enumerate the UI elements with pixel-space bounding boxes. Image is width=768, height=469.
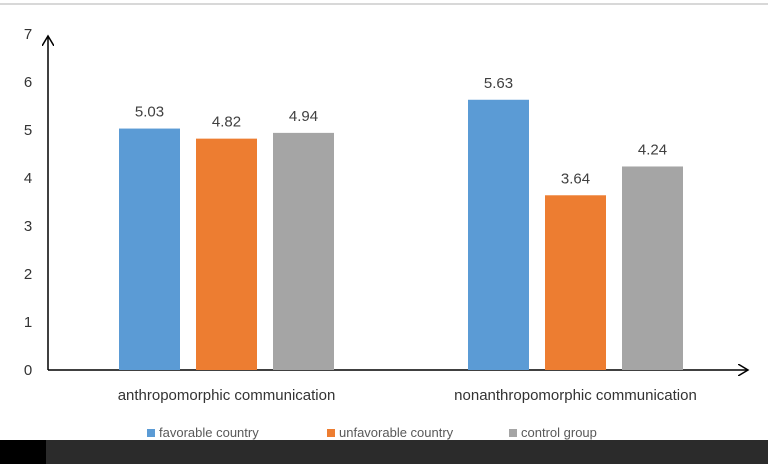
y-tick-label: 3	[24, 218, 32, 235]
bar	[273, 133, 334, 370]
legend: favorable country unfavorable country cont…	[147, 425, 597, 440]
bar	[196, 139, 257, 370]
bars	[119, 100, 683, 370]
bottom-dark-bar	[0, 440, 768, 464]
bar	[545, 195, 606, 370]
y-tick-label: 0	[24, 362, 32, 379]
bar	[119, 129, 180, 370]
y-tick-label: 1	[24, 314, 32, 331]
bottom-right-block	[46, 440, 768, 464]
legend-label: favorable country	[159, 425, 259, 440]
data-label: 4.82	[212, 114, 241, 131]
bottom-left-block	[0, 440, 46, 464]
y-tick-label: 6	[24, 74, 32, 91]
x-axis-category-labels: anthropomorphic communication nonanthropo…	[118, 387, 697, 404]
legend-swatch	[147, 429, 155, 437]
bar	[622, 166, 683, 370]
data-label: 4.24	[638, 141, 667, 158]
y-tick-label: 4	[24, 170, 32, 187]
y-tick-label: 2	[24, 266, 32, 283]
legend-label: unfavorable country	[339, 425, 454, 440]
y-tick-label: 5	[24, 122, 32, 139]
data-label: 3.64	[561, 170, 590, 187]
data-label: 5.03	[135, 104, 164, 121]
y-tick-label: 7	[24, 26, 32, 43]
x-tick-label: nonanthropomorphic communication	[454, 387, 697, 404]
data-label: 5.63	[484, 75, 513, 92]
bar	[468, 100, 529, 370]
legend-swatch	[327, 429, 335, 437]
legend-label: control group	[521, 425, 597, 440]
data-label: 4.94	[289, 108, 318, 125]
y-axis-ticks: 0 1 2 3 4 5 6 7	[24, 26, 32, 379]
legend-swatch	[509, 429, 517, 437]
x-tick-label: anthropomorphic communication	[118, 387, 336, 404]
